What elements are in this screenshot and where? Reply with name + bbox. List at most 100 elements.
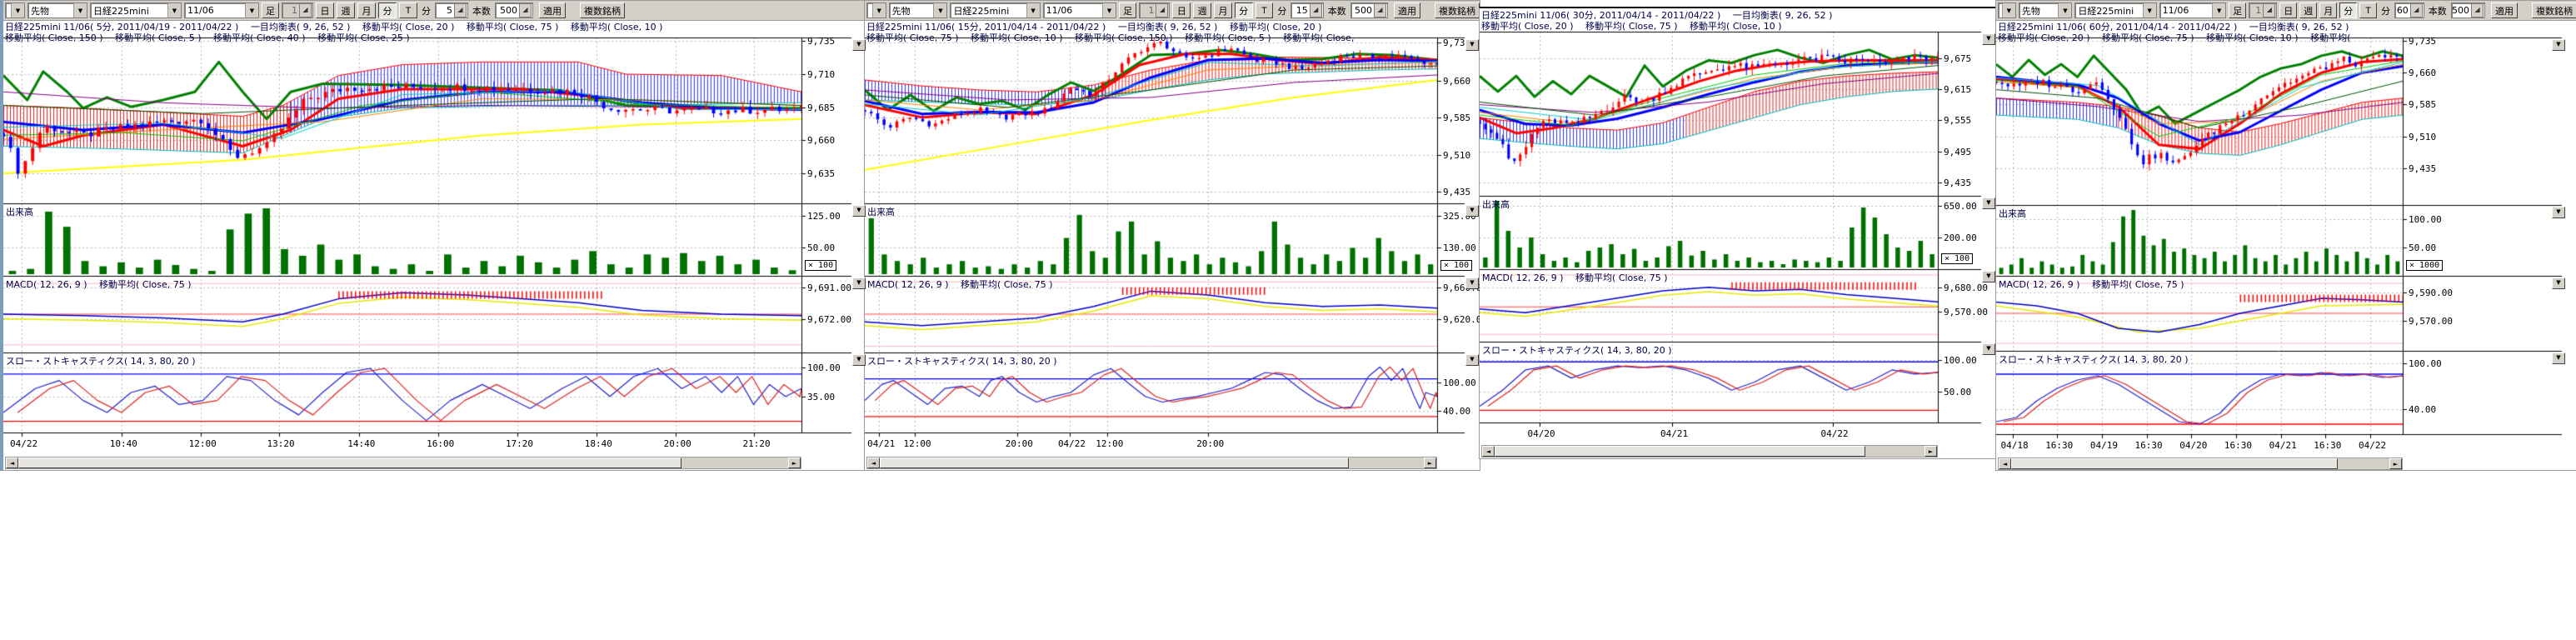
macd-pane-label: MACD( 12, 26, 9 ) 移動平均( Close, 75 ): [1482, 272, 1668, 283]
price-axis-label: 9,735: [2409, 36, 2437, 48]
pane-scroll-down-icon[interactable]: ▼: [2552, 39, 2565, 51]
stoch-pane-label: スロー・ストキャスティクス( 14, 3, 80, 20 ): [867, 356, 1057, 367]
scroll-left-icon[interactable]: ◄: [1482, 446, 1495, 457]
price-axis-label: 9,435: [2409, 162, 2437, 174]
pane-scroll-down-icon[interactable]: ▼: [852, 39, 866, 51]
time-axis-label: 04/20: [1527, 428, 1555, 439]
pane-scroll-down-icon[interactable]: ▼: [852, 205, 866, 217]
time-axis-label: 04/22: [1820, 428, 1849, 439]
price-axis-label: 9,675: [1944, 52, 1972, 64]
volume-pane-label: 出来高: [1482, 199, 1510, 210]
time-axis-label: 04/21: [1660, 428, 1689, 439]
scroll-left-icon[interactable]: ◄: [867, 458, 880, 468]
volume-multiplier-badge: × 1000: [2406, 260, 2444, 272]
pane-scroll-down-icon[interactable]: ▼: [1982, 33, 1995, 45]
chart-window-w3: 日経225mini 11/06( 30分, 2011/04/14 - 2011/…: [1479, 7, 1997, 459]
macd-axis-label: 9,570.00: [1944, 307, 1988, 318]
time-axis-label: 16:30: [2045, 440, 2074, 451]
volume-axis-label: 650.00: [1944, 201, 1977, 212]
chart-canvas[interactable]: [1480, 8, 1996, 458]
macd-axis-label: 9,672.00: [807, 314, 851, 326]
horizontal-scrollbar[interactable]: ◄ ►: [5, 457, 801, 469]
time-axis-label: 04/21: [2269, 440, 2297, 451]
time-axis-label: 13:20: [267, 438, 295, 449]
price-axis-label: 9,660: [807, 135, 836, 147]
chart-canvas[interactable]: [3, 1, 866, 470]
chart-window-w2: ▼先物▼日経225mini▼11/06▼足1◢日週月分T分15◢本数500◢適用…: [864, 0, 1480, 471]
volume-multiplier-badge: × 100: [805, 259, 837, 271]
price-axis-label: 9,435: [1443, 187, 1471, 198]
macd-axis-label: 9,680.00: [1944, 282, 1988, 293]
scroll-left-icon[interactable]: ◄: [1999, 458, 2011, 469]
volume-axis-label: 50.00: [807, 242, 836, 254]
stoch-axis-label: 40.00: [2409, 404, 2437, 415]
time-axis-label: 16:30: [2314, 440, 2342, 451]
time-axis-label: 04/20: [2179, 440, 2208, 451]
time-axis-label: 04/18: [2000, 440, 2029, 451]
pane-scroll-down-icon[interactable]: ▼: [1465, 205, 1479, 217]
volume-multiplier-badge: × 100: [1440, 259, 1473, 271]
volume-axis-label: 125.00: [807, 210, 841, 222]
price-axis-label: 9,510: [1443, 150, 1471, 162]
time-axis-label: 20:00: [1005, 438, 1033, 449]
chart-window-w1: ▼先物▼日経225mini▼11/06▼足1◢日週月分T分5◢本数500◢適用複…: [0, 0, 867, 471]
price-axis-label: 9,495: [1944, 146, 1972, 158]
scroll-left-icon[interactable]: ◄: [6, 458, 18, 468]
time-axis-label: 17:20: [505, 438, 534, 449]
volume-pane-label: 出来高: [6, 207, 33, 218]
pane-scroll-down-icon[interactable]: ▼: [2552, 352, 2565, 364]
volume-axis-label: 130.00: [1443, 242, 1476, 254]
scrollbar-thumb[interactable]: [2011, 458, 2338, 469]
macd-pane-label: MACD( 12, 26, 9 ) 移動平均( Close, 75 ): [6, 279, 192, 290]
pane-scroll-down-icon[interactable]: ▼: [2552, 207, 2565, 218]
stoch-axis-label: 50.00: [1944, 387, 1972, 398]
chart-canvas[interactable]: [865, 1, 1480, 470]
scroll-right-icon[interactable]: ►: [2389, 458, 2402, 469]
pane-scroll-down-icon[interactable]: ▼: [1982, 271, 1995, 282]
price-axis-label: 9,585: [1443, 112, 1471, 123]
macd-axis-label: 9,620.00: [1443, 314, 1480, 326]
macd-axis-label: 9,590.00: [2409, 287, 2453, 298]
scroll-right-icon[interactable]: ►: [1424, 458, 1436, 468]
horizontal-scrollbar[interactable]: ◄ ►: [866, 457, 1437, 469]
pane-scroll-down-icon[interactable]: ▼: [1465, 39, 1479, 51]
horizontal-scrollbar[interactable]: ◄ ►: [1481, 445, 1938, 458]
time-axis-label: 04/19: [2089, 440, 2118, 451]
chart-window-w4: ▼先物▼日経225mini▼11/06▼足1◢日週月分T分60◢本数500◢適用…: [1995, 0, 2576, 471]
pane-scroll-down-icon[interactable]: ▼: [852, 278, 866, 289]
scrollbar-thumb[interactable]: [1495, 446, 1865, 457]
price-axis-label: 9,660: [2409, 68, 2437, 79]
stoch-pane-label: スロー・ストキャスティクス( 14, 3, 80, 20 ): [6, 356, 196, 367]
scrollbar-thumb[interactable]: [18, 458, 681, 468]
price-axis-label: 9,685: [807, 102, 836, 113]
time-axis-label: 12:00: [1096, 438, 1124, 449]
volume-axis-label: 100.00: [2409, 214, 2442, 225]
pane-scroll-down-icon[interactable]: ▼: [1465, 354, 1479, 366]
pane-scroll-down-icon[interactable]: ▼: [2552, 278, 2565, 289]
scroll-right-icon[interactable]: ►: [788, 458, 801, 468]
price-axis-label: 9,585: [2409, 99, 2437, 111]
price-axis-label: 9,510: [2409, 131, 2437, 142]
time-axis-label: 10:40: [109, 438, 137, 449]
scroll-right-icon[interactable]: ►: [1925, 446, 1937, 457]
time-axis-label: 16:30: [2224, 440, 2253, 451]
time-axis-label: 04/22: [1057, 438, 1086, 449]
pane-scroll-down-icon[interactable]: ▼: [852, 354, 866, 366]
macd-pane-label: MACD( 12, 26, 9 ) 移動平均( Close, 75 ): [1999, 279, 2184, 290]
horizontal-scrollbar[interactable]: ◄ ►: [1998, 458, 2403, 470]
volume-axis-label: 50.00: [2409, 242, 2437, 253]
stoch-axis-label: 35.00: [807, 391, 836, 402]
scrollbar-thumb[interactable]: [880, 458, 1349, 468]
macd-axis-label: 9,691.00: [807, 282, 851, 293]
time-axis-label: 20:00: [663, 438, 691, 449]
time-axis-label: 14:40: [347, 438, 376, 449]
stoch-axis-label: 100.00: [1443, 377, 1476, 388]
pane-scroll-down-icon[interactable]: ▼: [1465, 278, 1479, 289]
time-axis-label: 04/22: [10, 438, 38, 449]
pane-scroll-down-icon[interactable]: ▼: [1982, 343, 1995, 355]
stoch-axis-label: 40.00: [1443, 406, 1471, 418]
chart-canvas[interactable]: [1996, 1, 2576, 470]
price-axis-label: 9,710: [807, 68, 836, 80]
pane-scroll-down-icon[interactable]: ▼: [1982, 198, 1995, 209]
